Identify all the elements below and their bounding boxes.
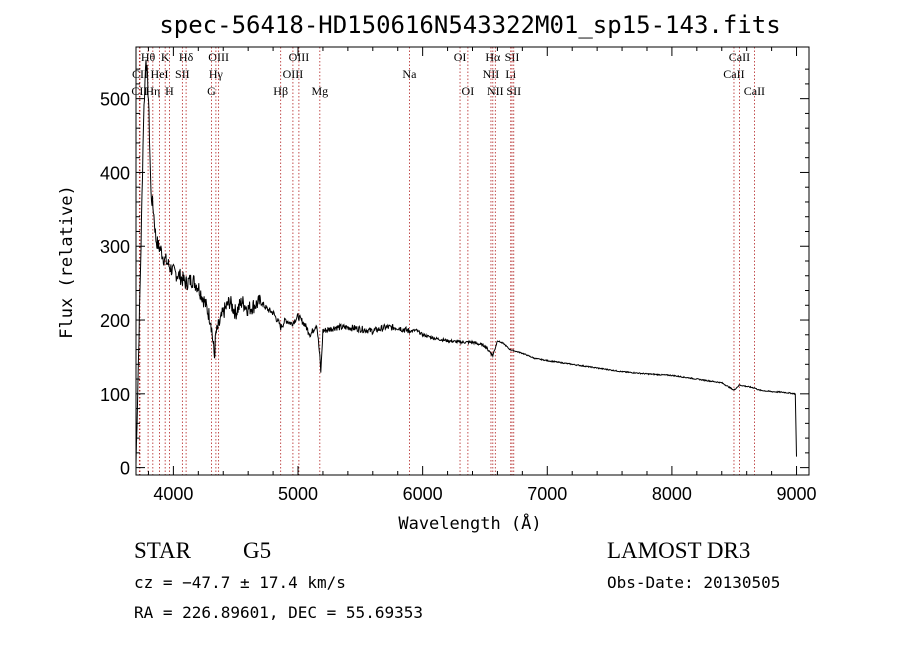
marker-label: SII <box>175 67 190 81</box>
y-tick-label: 200 <box>100 311 130 331</box>
marker-label: CaII <box>744 84 765 98</box>
marker-label: OIII <box>208 50 229 64</box>
subclass: G5 <box>243 538 272 563</box>
marker-label: H <box>165 84 174 98</box>
marker-label: Hδ <box>179 50 194 64</box>
marker-label: Na <box>402 67 417 81</box>
y-tick-label: 300 <box>100 237 130 257</box>
x-tick-label: 8000 <box>652 484 692 504</box>
x-tick-label: 4000 <box>153 484 193 504</box>
x-tick-label: 6000 <box>403 484 443 504</box>
marker-label: HeI <box>151 67 169 81</box>
marker-label: G <box>207 84 216 98</box>
spectrum-line <box>135 59 797 465</box>
redshift-text: cz = −47.7 ± 17.4 km/s <box>134 573 346 592</box>
coordinates-text: RA = 226.89601, DEC = 55.69353 <box>134 603 423 622</box>
x-axis-label: Wavelength (Å) <box>398 512 541 534</box>
x-tick-label: 7000 <box>527 484 567 504</box>
y-tick-label: 500 <box>100 90 130 110</box>
chart-title: spec-56418-HD150616N543322M01_sp15-143.f… <box>159 11 780 39</box>
marker-label: K <box>161 50 170 64</box>
marker-label: OI <box>454 50 467 64</box>
marker-label: Hη <box>145 84 160 98</box>
marker-label: SII <box>505 50 520 64</box>
obs-date: Obs-Date: 20130505 <box>607 573 781 592</box>
survey-name: LAMOST DR3 <box>607 538 751 563</box>
marker-label: NII <box>483 67 500 81</box>
object-class: STAR <box>134 538 191 563</box>
marker-label: Hγ <box>209 67 224 81</box>
marker-label: OI <box>462 84 475 98</box>
x-tick-label: 9000 <box>777 484 817 504</box>
axes: 4000 5000 6000 7000 8000 9000 0 100 200 300 400 500 <box>100 46 817 504</box>
x-tick-label: 5000 <box>278 484 318 504</box>
marker-label: CaII <box>729 50 750 64</box>
marker-label: OIII <box>283 67 304 81</box>
plot-frame <box>135 46 810 476</box>
y-tick-label: 0 <box>120 459 130 479</box>
spectrum-series <box>135 59 797 465</box>
marker-label: Mg <box>311 84 328 98</box>
marker-label: Hα <box>485 50 501 64</box>
marker-label: Li <box>505 67 516 81</box>
y-tick-label: 400 <box>100 163 130 183</box>
marker-label: Hθ <box>141 50 156 64</box>
marker-label: OIII <box>289 50 310 64</box>
y-axis-label: Flux (relative) <box>57 185 77 339</box>
y-tick-label: 100 <box>100 385 130 405</box>
marker-label: SII <box>506 84 521 98</box>
marker-label: NII <box>487 84 504 98</box>
marker-label: CII <box>131 84 147 98</box>
marker-label: CaII <box>723 67 744 81</box>
marker-label: Hβ <box>273 84 288 98</box>
